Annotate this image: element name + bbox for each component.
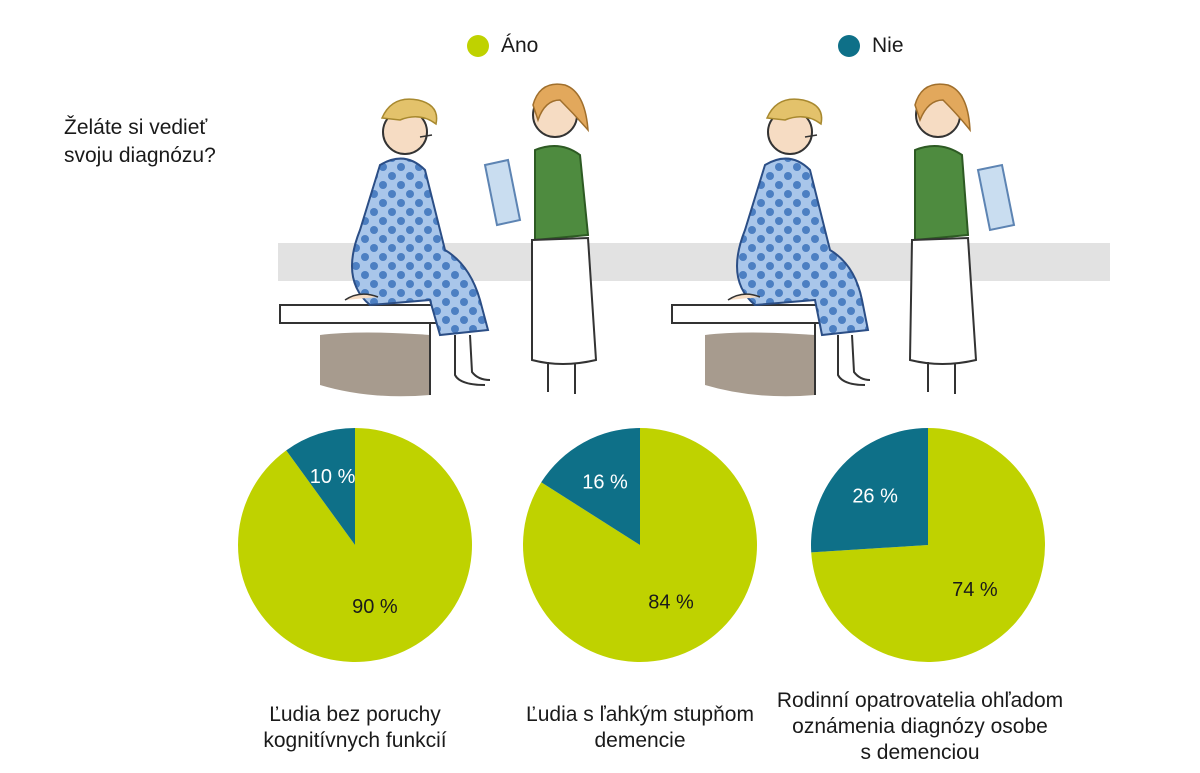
question-text: Želáte si vedieť svoju diagnózu? <box>64 114 264 170</box>
pie-3-slice-no <box>811 428 928 553</box>
scene-2 <box>670 83 1110 397</box>
pie-1-slice-no <box>286 428 355 545</box>
pie-1-label-yes: 90 % <box>352 596 398 618</box>
pie-caption-2: Ľudia s ľahkým stupňom demencie <box>490 702 790 754</box>
pie-2-caption-line-2: demencie <box>594 729 686 752</box>
pie-3-slice-yes <box>811 428 1045 662</box>
legend-item-yes: Áno <box>467 34 538 58</box>
doctor-figure <box>483 83 598 394</box>
scene-1 <box>278 83 740 397</box>
pie-caption-3: Rodinní opatrovatelia ohľadom oznámenia d… <box>770 688 1070 766</box>
pie-1-label-no: 10 % <box>310 466 356 488</box>
pie-2-caption-line-1: Ľudia s ľahkým stupňom <box>526 703 754 726</box>
legend-label-yes: Áno <box>501 34 539 57</box>
pie-1-caption-line-1: Ľudia bez poruchy <box>269 703 441 726</box>
pie-3-label-no: 26 % <box>852 485 898 507</box>
pie-3-label-yes: 74 % <box>952 579 998 601</box>
pie-2-label-no: 16 % <box>582 471 628 493</box>
pie-1-caption-line-2: kognitívnych funkcií <box>263 729 447 752</box>
patient-figure <box>344 98 491 386</box>
question-line-2: svoju diagnózu? <box>64 144 216 167</box>
legend-dot-no-icon <box>838 35 860 57</box>
pie-2-label-yes: 84 % <box>648 591 694 613</box>
bed-shadow <box>705 332 815 397</box>
pie-3-caption-line-1: Rodinní opatrovatelia ohľadom <box>776 689 1064 712</box>
bed-shadow <box>320 332 430 397</box>
pie-1-slice-yes <box>237 428 472 663</box>
patient-figure <box>727 98 871 386</box>
pie-caption-1: Ľudia bez poruchy kognitívnych funkcií <box>205 702 505 754</box>
pie-2-slice-no <box>541 428 640 545</box>
doctor-figure <box>908 83 1016 394</box>
legend-item-no: Nie <box>838 34 904 58</box>
question-line-1: Želáte si vedieť <box>64 116 208 139</box>
legend: Áno Nie <box>0 34 1200 64</box>
pie-3-caption-line-3: s demenciou <box>860 741 980 764</box>
legend-label-no: Nie <box>872 34 904 57</box>
pie-3-caption-line-2: oznámenia diagnózy osobe <box>792 715 1048 738</box>
legend-dot-yes-icon <box>467 35 489 57</box>
